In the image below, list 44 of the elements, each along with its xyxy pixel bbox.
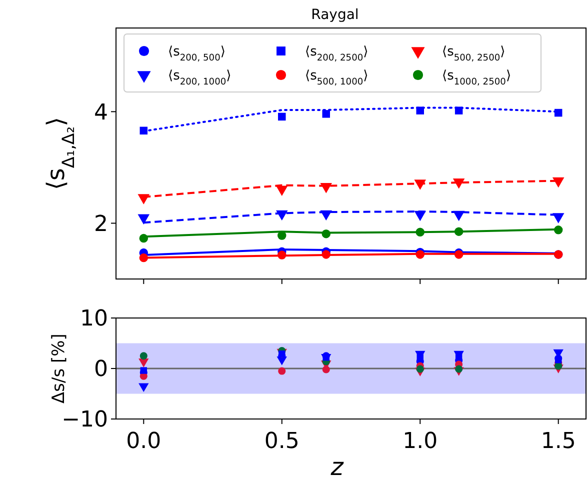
point [138,358,149,368]
x-tick-label: 1.0 [402,429,438,454]
legend-label: ⟨s$_{200, 2500}$⟩ [305,44,368,64]
legend-label: ⟨s$_{200, 500}$⟩ [168,44,226,64]
point [454,227,464,236]
point [278,367,286,375]
x-tick-label: 0.5 [264,429,300,454]
point [278,112,286,121]
y-tick-label: 2 [94,212,108,237]
point [554,108,562,117]
y-tick-label: 0 [94,357,108,382]
point [416,106,424,114]
point [139,253,148,262]
point [416,228,424,237]
chart-title: Raygal [311,7,359,23]
point [554,226,563,234]
legend-label: ⟨s$_{1000, 2500}$⟩ [442,68,512,88]
point [138,214,150,224]
point [140,126,148,135]
y-tick-label: 4 [94,100,108,126]
point [276,186,288,196]
point [276,356,287,366]
point [139,234,148,243]
point [454,106,463,114]
y-tick-label: −10 [62,408,108,433]
point [322,110,330,118]
x-tick-label: 0.0 [126,429,162,454]
point [416,250,424,259]
x-axis-title: z [330,453,345,481]
point [455,365,463,373]
y-axis-title: Δs/s [%] [49,334,69,404]
legend-label: ⟨s$_{500, 2500}$⟩ [442,44,506,64]
legend-label: ⟨s$_{500, 1000}$⟩ [305,68,368,88]
point [278,250,286,260]
point [322,229,330,238]
y-tick-label: 10 [80,306,108,332]
point [416,365,424,373]
point [140,352,148,360]
point [322,250,330,259]
x-tick-label: 1.5 [540,429,576,454]
legend-label: ⟨s$_{200, 1000}$⟩ [168,68,232,88]
point [416,354,424,361]
point [455,354,462,360]
point [140,367,147,374]
